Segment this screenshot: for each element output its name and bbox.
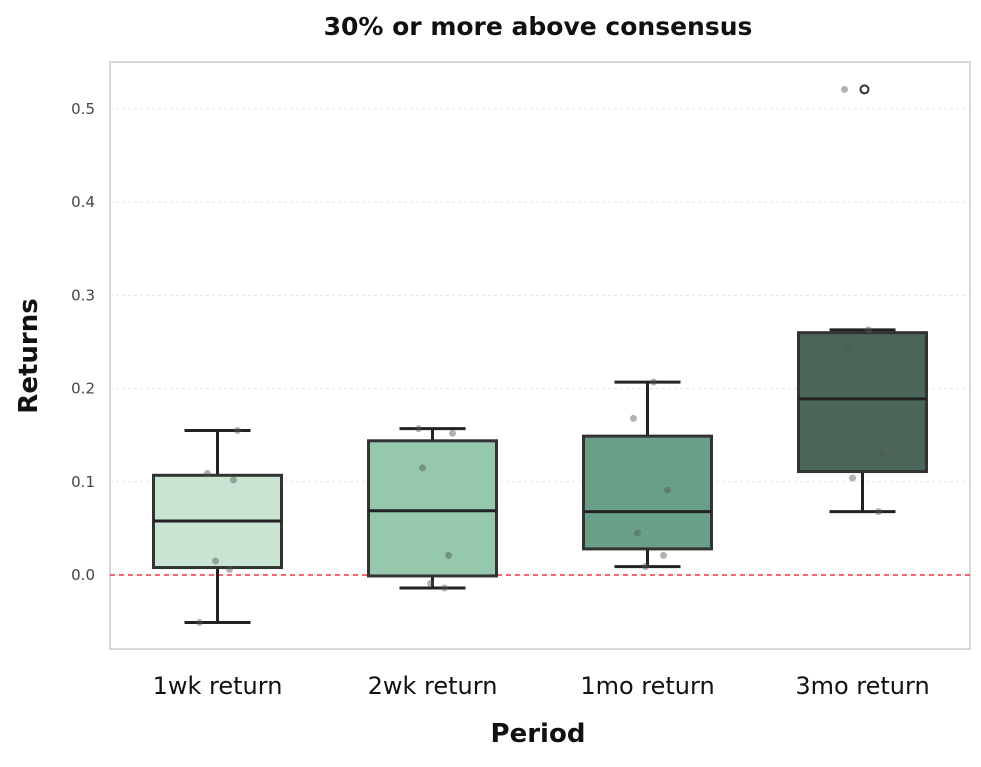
box-body: [367, 439, 498, 578]
x-tick-label: 2wk return: [368, 672, 498, 700]
data-point: [212, 557, 219, 565]
box-series: [152, 84, 928, 625]
y-tick-label: 0.0: [71, 566, 95, 584]
data-point: [419, 464, 426, 472]
x-tick-labels: 1wk return 2wk return 1mo return 3mo return: [153, 672, 930, 700]
box-1: [152, 429, 283, 625]
data-point: [441, 584, 448, 592]
data-point: [660, 551, 667, 559]
y-tick-label: 0.5: [71, 100, 95, 118]
x-tick-label: 3mo return: [795, 672, 929, 700]
data-point: [845, 342, 852, 350]
data-point: [427, 579, 434, 587]
data-point: [449, 429, 456, 437]
data-point: [196, 619, 203, 627]
data-point: [865, 326, 872, 334]
x-tick-label: 1mo return: [580, 672, 714, 700]
y-tick-label: 0.2: [71, 380, 95, 398]
data-point: [875, 508, 882, 516]
box-2: [367, 427, 498, 590]
x-tick-label: 1wk return: [153, 672, 283, 700]
box-body: [582, 434, 713, 551]
data-point: [415, 425, 422, 433]
data-point: [642, 563, 649, 571]
data-point: [650, 378, 657, 386]
strip-points: [196, 85, 886, 627]
x-axis-label: Period: [491, 719, 586, 749]
y-axis-label: Returns: [14, 298, 44, 413]
chart-title: 30% or more above consensus: [324, 12, 753, 41]
data-point: [234, 427, 241, 435]
data-point: [204, 469, 211, 477]
data-point: [445, 551, 452, 559]
box-4: [797, 84, 928, 514]
box-body: [797, 331, 928, 474]
y-tick-label: 0.3: [71, 286, 95, 304]
box-3: [582, 380, 713, 569]
data-point: [226, 565, 233, 573]
y-tick-label: 0.1: [71, 473, 95, 491]
y-tick-labels: 0.0 0.1 0.2 0.3 0.4 0.5: [71, 100, 95, 584]
data-point: [230, 476, 237, 484]
data-point: [664, 486, 671, 494]
data-point: [841, 85, 848, 93]
data-point: [849, 474, 856, 482]
outlier-marker: [859, 84, 870, 95]
y-tick-label: 0.4: [71, 193, 95, 211]
data-point: [630, 414, 637, 422]
data-point: [879, 451, 886, 459]
data-point: [634, 529, 641, 537]
